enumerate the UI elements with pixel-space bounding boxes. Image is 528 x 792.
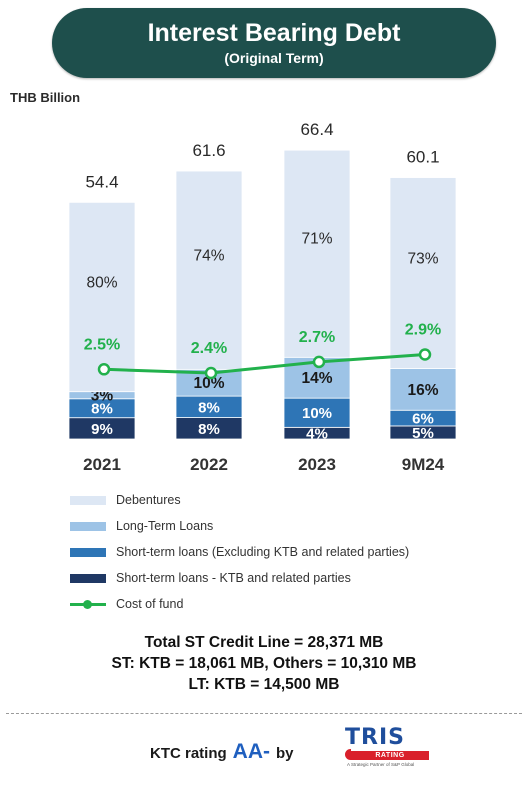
legend-item-long-term-loans: Long-Term Loans xyxy=(70,513,500,539)
legend-item-short-term-ktb: Short-term loans - KTB and related parti… xyxy=(70,565,500,591)
rating-prefix: KTC rating xyxy=(150,745,227,762)
legend-item-debentures: Debentures xyxy=(70,487,500,513)
legend-swatch-long-term-loans xyxy=(70,521,106,531)
tris-rating-logo: TRIS RATING A Strategic Partner of S&P G… xyxy=(345,727,435,775)
rating-grade: AA- xyxy=(232,740,270,763)
legend-label-cost-of-fund: Cost of fund xyxy=(116,597,184,611)
bar-segment-short-term-loans-excluding-ktb-and-related-parties-2023 xyxy=(283,397,351,428)
bar-segment-debentures-2021 xyxy=(68,201,136,393)
logo-swoosh xyxy=(345,749,351,760)
bar-segment-long-term-loans-9m24 xyxy=(389,368,457,411)
cost-of-fund-line xyxy=(103,353,426,375)
total-label-2021: 54.4 xyxy=(85,172,118,191)
bar-segment-debentures-2022 xyxy=(175,170,243,370)
bar-segment-debentures-2023 xyxy=(283,149,351,358)
chart-subtitle: (Original Term) xyxy=(224,50,324,66)
legend-swatch-short-term-excl-ktb xyxy=(70,547,106,557)
legend-item-short-term-excl-ktb: Short-term loans (Excluding KTB and rela… xyxy=(70,539,500,565)
cost-of-fund-label-2023: 2.7% xyxy=(299,329,335,346)
logo-tagline: A Strategic Partner of S&P Global xyxy=(347,762,415,767)
cost-of-fund-marker-2022 xyxy=(204,366,218,380)
dashed-divider xyxy=(6,713,522,714)
segment-label-debentures-2021: 80% xyxy=(86,275,117,292)
segment-label-long-term-loans-9m24: 16% xyxy=(407,382,438,399)
legend-swatch-debentures xyxy=(70,495,106,505)
logo-wordmark: TRIS xyxy=(345,725,405,750)
bar-segment-debentures-9m24 xyxy=(389,177,457,369)
cost-of-fund-marker-9m24 xyxy=(418,348,432,361)
legend-swatch-cost-of-fund xyxy=(70,599,106,609)
chart-legend: Debentures Long-Term Loans Short-term lo… xyxy=(70,487,500,617)
x-tick-label-2021: 2021 xyxy=(83,455,121,474)
segment-label-long-term-loans-2022: 10% xyxy=(193,375,224,392)
legend-swatch-short-term-ktb xyxy=(70,573,106,583)
cost-of-fund-label-2022: 2.4% xyxy=(191,340,227,357)
stacked-bar-chart: 9%8%3%80%54.420218%8%10%74%61.620224%10%… xyxy=(68,120,457,474)
x-tick-label-9m24: 9M24 xyxy=(402,455,445,474)
total-label-2022: 61.6 xyxy=(192,141,225,160)
segment-label-short-term-loans-excluding-ktb-and-related-parties-2023: 10% xyxy=(302,405,332,422)
segment-label-short-term-loans-ktb-and-related-parties-2021: 9% xyxy=(91,421,113,438)
legend-item-cost-of-fund: Cost of fund xyxy=(70,591,500,617)
legend-label-short-term-excl-ktb: Short-term loans (Excluding KTB and rela… xyxy=(116,545,410,559)
rating-suffix: by xyxy=(276,745,294,762)
rating-line: KTC rating AA- by xyxy=(150,740,294,764)
segment-label-short-term-loans-ktb-and-related-parties-9m24: 5% xyxy=(412,425,434,442)
logo-bar-text: RATING xyxy=(375,752,405,759)
segment-label-short-term-loans-ktb-and-related-parties-2023: 4% xyxy=(306,426,328,443)
total-label-2023: 66.4 xyxy=(300,120,333,139)
legend-label-debentures: Debentures xyxy=(116,493,181,507)
cost-of-fund-marker-2023 xyxy=(312,355,326,369)
segment-label-short-term-loans-ktb-and-related-parties-2022: 8% xyxy=(198,421,220,438)
cost-of-fund-marker-2021 xyxy=(97,363,111,376)
cost-of-fund-label-2021: 2.5% xyxy=(84,336,120,353)
summary-line-st: ST: KTB = 18,061 MB, Others = 10,310 MB xyxy=(111,655,417,672)
cost-of-fund-label-9m24: 2.9% xyxy=(405,322,441,339)
summary-line-total: Total ST Credit Line = 28,371 MB xyxy=(144,634,384,651)
title-banner: Interest Bearing Debt (Original Term) xyxy=(52,8,496,78)
credit-line-summary: Total ST Credit Line = 28,371 MB ST: KTB… xyxy=(0,632,528,695)
segment-label-short-term-loans-excluding-ktb-and-related-parties-2022: 8% xyxy=(198,399,220,416)
x-tick-label-2023: 2023 xyxy=(298,455,336,474)
logo-bar: RATING xyxy=(351,751,429,760)
legend-label-long-term-loans: Long-Term Loans xyxy=(116,519,214,533)
total-label-9m24: 60.1 xyxy=(406,148,439,167)
summary-line-lt: LT: KTB = 14,500 MB xyxy=(188,676,340,693)
segment-label-debentures-2023: 71% xyxy=(301,230,332,247)
chart-title: Interest Bearing Debt xyxy=(147,19,401,47)
segment-label-debentures-9m24: 73% xyxy=(407,250,438,267)
x-tick-label-2022: 2022 xyxy=(190,455,228,474)
segment-label-short-term-loans-excluding-ktb-and-related-parties-9m24: 6% xyxy=(412,411,434,428)
segment-label-short-term-loans-excluding-ktb-and-related-parties-2021: 8% xyxy=(91,401,113,418)
segment-label-long-term-loans-2023: 14% xyxy=(301,370,332,387)
legend-label-short-term-ktb: Short-term loans - KTB and related parti… xyxy=(116,571,351,585)
segment-label-debentures-2022: 74% xyxy=(193,247,224,264)
unit-label: THB Billion xyxy=(10,90,81,105)
